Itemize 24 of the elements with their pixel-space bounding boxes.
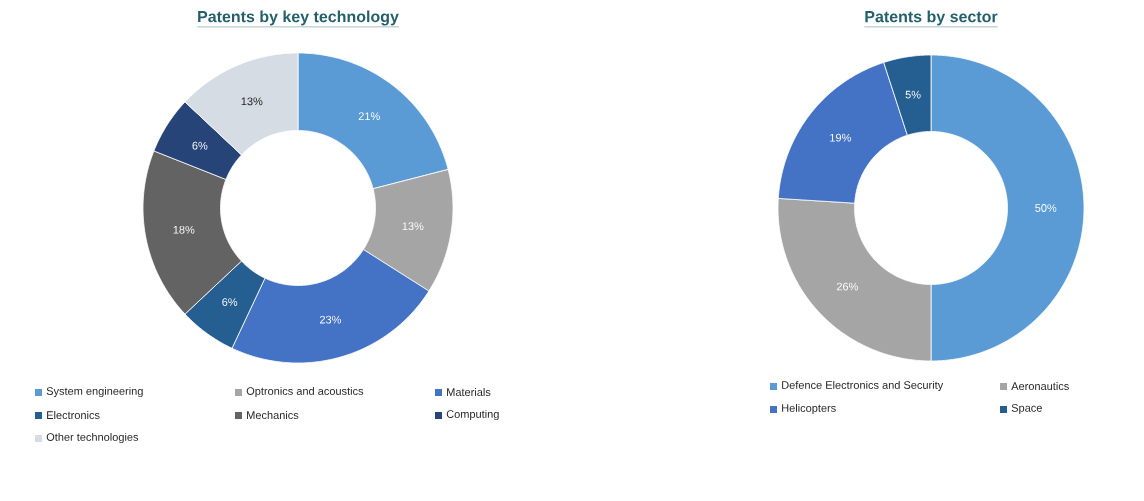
legend-label: Defence Electronics and Security xyxy=(782,380,944,392)
legend-label: Computing xyxy=(446,409,499,421)
data-label: 19% xyxy=(830,133,851,142)
data-label: 50% xyxy=(1035,204,1057,212)
data-label: 13% xyxy=(241,97,263,106)
data-label: 6% xyxy=(222,298,238,306)
legend-label: Other technologies xyxy=(46,432,139,444)
data-label: 21% xyxy=(358,112,380,121)
legend-label: Mechanics xyxy=(247,410,299,420)
legend-label: System engineering xyxy=(46,386,143,398)
legend-label: Space xyxy=(1011,404,1042,414)
legend-label: Helicopters xyxy=(782,403,836,415)
legend-label: Aeronautics xyxy=(1011,381,1069,391)
data-label: 6% xyxy=(192,141,208,150)
data-label: 5% xyxy=(905,90,921,99)
legend-label: Optronics and acoustics xyxy=(246,386,364,398)
data-label: 26% xyxy=(836,282,858,291)
legend-label: Electronics xyxy=(47,410,100,420)
data-label: 13% xyxy=(402,222,424,231)
data-label: 23% xyxy=(319,315,342,324)
chart-title: Patents by sector xyxy=(865,10,998,26)
chart-title: Patents by key technology xyxy=(198,10,399,26)
data-label: 18% xyxy=(173,225,195,234)
legend-label: Materials xyxy=(447,387,491,397)
